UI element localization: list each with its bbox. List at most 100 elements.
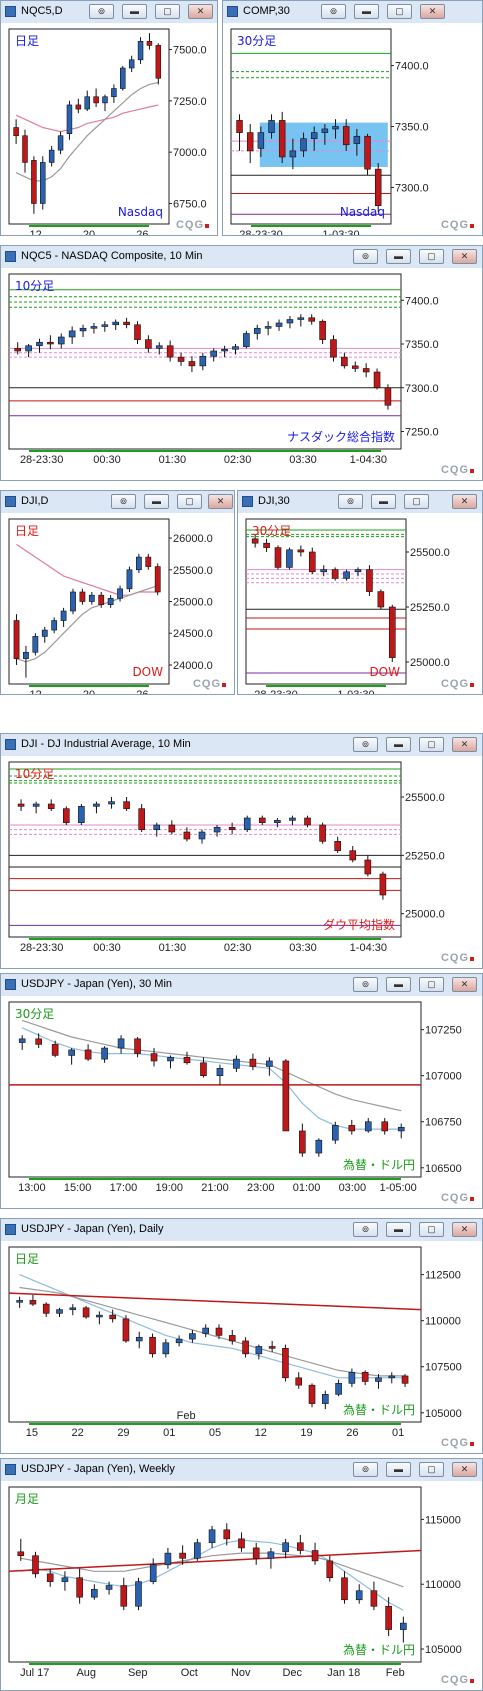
candle[interactable] <box>23 645 29 678</box>
title-bar[interactable]: NQC5,D ⊚ ▬ ▢ ✕ <box>1 1 217 23</box>
minimize-button[interactable]: ▬ <box>386 249 411 264</box>
candle[interactable] <box>13 614 20 665</box>
candle[interactable] <box>48 146 55 167</box>
candle[interactable] <box>32 633 39 656</box>
candle[interactable] <box>322 1390 329 1410</box>
candle[interactable] <box>70 588 76 615</box>
candle[interactable] <box>373 368 381 390</box>
candle[interactable] <box>46 1568 54 1587</box>
candle[interactable] <box>175 1335 183 1347</box>
candle[interactable] <box>243 815 251 832</box>
candle[interactable] <box>93 88 99 107</box>
candle[interactable] <box>25 344 32 358</box>
candle[interactable] <box>370 1581 378 1611</box>
chart-window-dji-daily[interactable]: DJI,D ⊚ ▬ ▢ ✕ 26000.0 25500.0 25000.0 24500.0 240… <box>0 490 235 695</box>
chart-window-usdjpy-daily[interactable]: USDJPY - Japan (Yen), Daily ⊚ ▬ ▢ ✕ 112500 110… <box>0 1218 483 1454</box>
maximize-button[interactable]: ▢ <box>419 1222 444 1237</box>
title-bar[interactable]: DJI,30 ⊚ ▬ ▢ ✕ <box>238 491 482 513</box>
minimize-button[interactable]: ▬ <box>386 1462 411 1477</box>
candle[interactable] <box>189 1329 196 1343</box>
link-icon[interactable]: ⊚ <box>353 977 378 992</box>
candle[interactable] <box>62 806 70 825</box>
chart-canvas[interactable]: 25500.0 25250.0 25000.0 28-23:30 00:30 01:30 0… <box>1 756 482 968</box>
candle[interactable] <box>179 1545 186 1565</box>
maximize-button[interactable]: ▢ <box>419 249 444 264</box>
title-bar[interactable]: COMP,30 ⊚ ▬ ▢ ✕ <box>223 1 482 23</box>
candle[interactable] <box>108 797 115 809</box>
candle[interactable] <box>137 37 144 64</box>
candle[interactable] <box>274 545 282 570</box>
candle[interactable] <box>202 1324 209 1338</box>
candle[interactable] <box>51 617 58 634</box>
candle[interactable] <box>246 124 254 164</box>
title-bar[interactable]: USDJPY - Japan (Yen), Weekly ⊚ ▬ ▢ ✕ <box>1 1459 482 1481</box>
chart-canvas[interactable]: 115000 110000 105000 Jul 17 Aug Sep Oct Nov Dec J… <box>1 1481 482 1690</box>
candle[interactable] <box>56 1307 63 1317</box>
candle[interactable] <box>258 815 266 825</box>
candle[interactable] <box>379 871 387 900</box>
candle[interactable] <box>17 799 25 811</box>
candle[interactable] <box>102 94 108 112</box>
candle[interactable] <box>400 1616 407 1643</box>
maximize-button[interactable]: ▢ <box>177 494 202 509</box>
candle[interactable] <box>188 356 196 372</box>
candle[interactable] <box>82 1305 90 1319</box>
candle[interactable] <box>112 319 120 331</box>
candle[interactable] <box>366 565 373 596</box>
candle[interactable] <box>88 591 95 605</box>
candle[interactable] <box>101 321 109 332</box>
chart-canvas[interactable]: 7400.0 7350.0 7300.0 7250.0 28-23:30 00:30 01:… <box>1 268 482 480</box>
candle[interactable] <box>14 342 22 355</box>
minimize-button[interactable]: ▬ <box>386 737 411 752</box>
candle[interactable] <box>228 1329 236 1345</box>
title-bar[interactable]: DJI,D ⊚ ▬ ▢ ✕ <box>1 491 234 513</box>
maximize-button[interactable]: ▢ <box>419 977 444 992</box>
candle[interactable] <box>134 321 141 344</box>
candle[interactable] <box>47 799 55 811</box>
candle[interactable] <box>308 1383 316 1408</box>
candle[interactable] <box>194 1538 201 1561</box>
candle[interactable] <box>364 855 372 877</box>
candle[interactable] <box>16 1296 23 1308</box>
candle[interactable] <box>263 538 270 552</box>
candle[interactable] <box>150 1048 158 1067</box>
close-button[interactable]: ✕ <box>452 1462 477 1477</box>
candle[interactable] <box>167 1055 174 1069</box>
candle[interactable] <box>348 1119 356 1135</box>
candle[interactable] <box>145 335 152 353</box>
link-icon[interactable]: ⊚ <box>353 737 378 752</box>
candle[interactable] <box>341 1571 348 1604</box>
link-icon[interactable]: ⊚ <box>353 249 378 264</box>
chart-window-dji-30[interactable]: DJI,30 ⊚ ▬ ▢ ✕ 25500.0 25250.0 25000.0 28-23:30 1… <box>237 490 483 695</box>
candle[interactable] <box>123 317 130 329</box>
candle[interactable] <box>60 607 67 627</box>
candle[interactable] <box>295 1372 303 1389</box>
chart-canvas[interactable]: 7500.0 7250.0 7000.0 6750.0 12 20 26 日足 Nasdaq <box>1 23 217 235</box>
plot-area[interactable] <box>8 1001 422 1178</box>
chart-window-nqc5-daily[interactable]: NQC5,D ⊚ ▬ ▢ ✕ 7500.0 7250.0 7000.0 6750.0 12 20 26… <box>0 0 218 236</box>
plot-area[interactable] <box>8 1486 422 1663</box>
candle[interactable] <box>101 1046 108 1063</box>
candle[interactable] <box>32 801 40 814</box>
plot-area[interactable] <box>8 761 402 938</box>
candle[interactable] <box>297 545 305 557</box>
candle[interactable] <box>353 128 361 156</box>
candle[interactable] <box>361 1370 369 1386</box>
candle[interactable] <box>68 1048 75 1065</box>
candle[interactable] <box>289 138 297 170</box>
candle[interactable] <box>51 1040 59 1058</box>
candle[interactable] <box>331 567 339 581</box>
candle[interactable] <box>36 338 43 353</box>
candle[interactable] <box>278 111 286 164</box>
candle[interactable] <box>107 595 114 608</box>
plot-area[interactable] <box>8 1246 422 1423</box>
candle[interactable] <box>168 820 176 835</box>
candle[interactable] <box>321 124 329 145</box>
candle[interactable] <box>79 588 86 605</box>
candle[interactable] <box>61 1571 69 1591</box>
candle[interactable] <box>300 132 307 157</box>
link-icon[interactable]: ⊚ <box>353 1462 378 1477</box>
candle[interactable] <box>68 326 76 345</box>
candle[interactable] <box>122 1315 130 1343</box>
candle[interactable] <box>253 324 261 340</box>
